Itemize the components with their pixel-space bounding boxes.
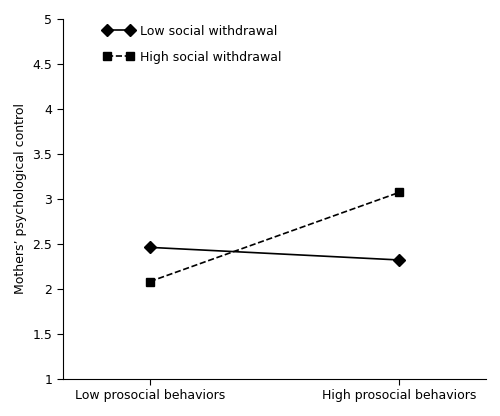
Legend: Low social withdrawal, High social withdrawal: Low social withdrawal, High social withd… [103,25,282,64]
Y-axis label: Mothers’ psychological control: Mothers’ psychological control [14,103,27,294]
